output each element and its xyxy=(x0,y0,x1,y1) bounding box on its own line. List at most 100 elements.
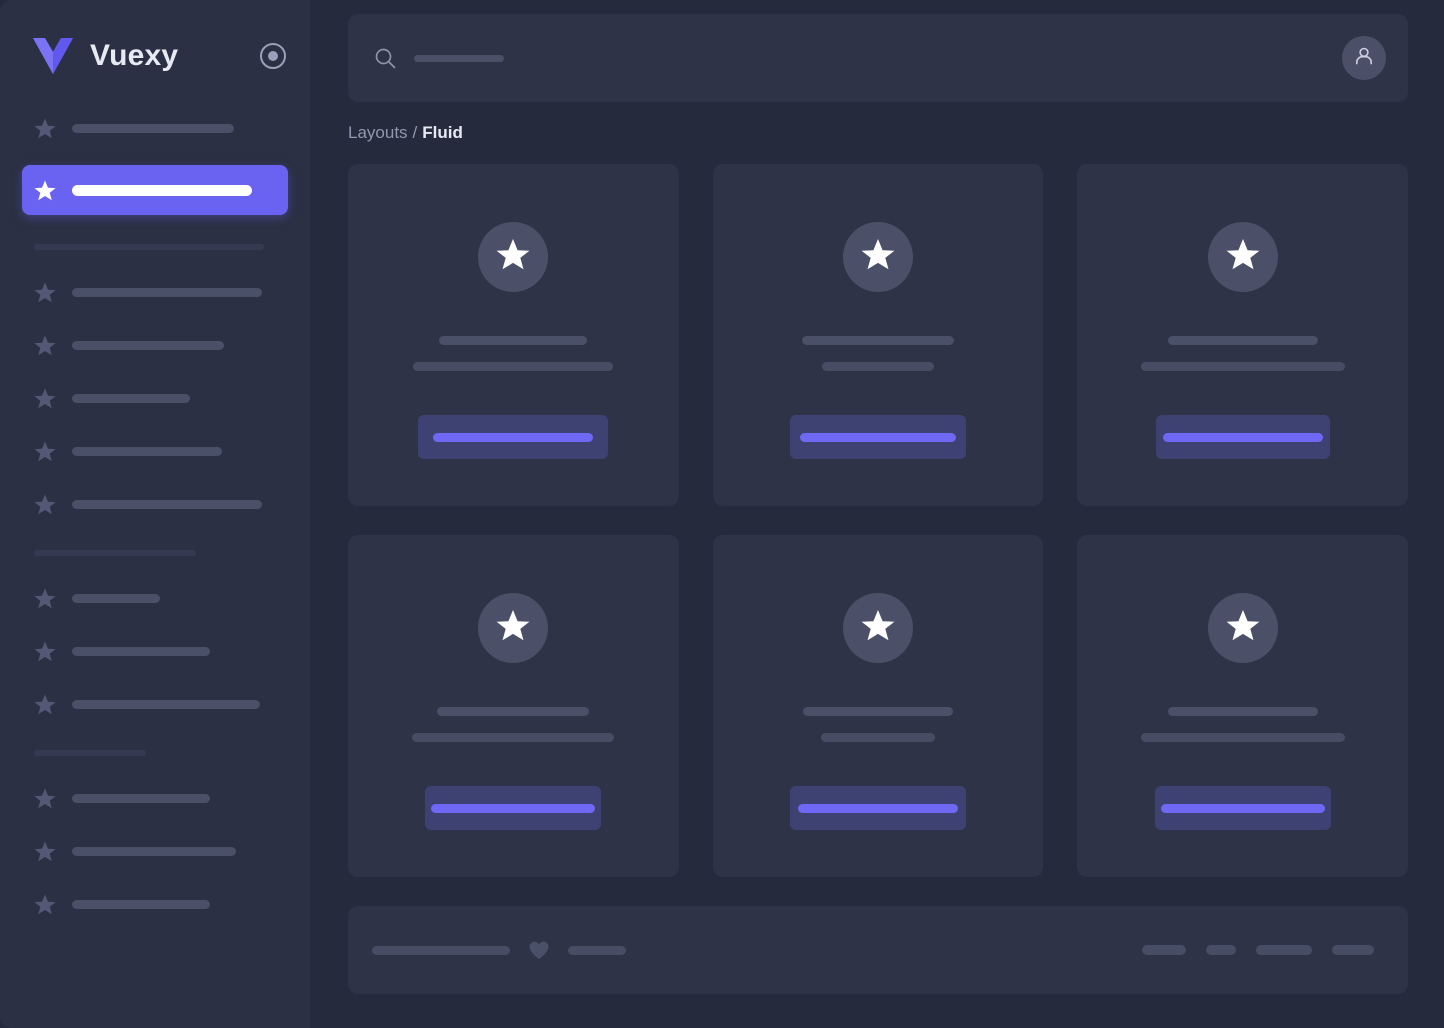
user-avatar[interactable] xyxy=(1342,36,1386,80)
main-content: Layouts / Fluid xyxy=(310,0,1444,1028)
sidebar-group-1 xyxy=(0,244,310,520)
card-4-button[interactable] xyxy=(425,786,602,830)
star-icon xyxy=(34,694,56,715)
sidebar-item-2-active[interactable] xyxy=(22,165,288,215)
heart-icon xyxy=(528,940,550,960)
sidebar-group-1-item-4-skeleton xyxy=(72,446,222,456)
breadcrumb-separator: / xyxy=(412,123,418,142)
card-5-line-2 xyxy=(820,733,935,742)
card-5-button[interactable] xyxy=(789,786,966,830)
star-icon xyxy=(1226,609,1260,647)
user-avatar-icon xyxy=(1352,44,1376,73)
card-4-avatar xyxy=(478,593,549,663)
card-1-line-2 xyxy=(413,362,614,371)
star-icon xyxy=(34,388,56,409)
circle-dot-icon[interactable] xyxy=(260,43,286,69)
card-1-avatar xyxy=(478,222,549,292)
sidebar-group-1-item-3[interactable] xyxy=(22,382,288,414)
star-icon xyxy=(34,588,56,609)
sidebar-item-2-label-skeleton xyxy=(72,184,252,196)
card-2-avatar xyxy=(842,222,913,292)
star-icon xyxy=(34,494,56,515)
sidebar-group-1-item-3-skeleton xyxy=(72,393,190,403)
star-icon xyxy=(34,118,56,139)
card-5[interactable] xyxy=(712,535,1044,877)
star-icon xyxy=(496,238,530,276)
sidebar-item-1[interactable] xyxy=(22,112,288,144)
card-3[interactable] xyxy=(1077,164,1408,506)
card-1-line-1 xyxy=(439,336,588,345)
card-4-lines xyxy=(348,707,679,742)
sidebar-group-3-item-1[interactable] xyxy=(22,782,288,814)
footer-author-skeleton xyxy=(568,945,626,955)
card-3-button-label-skeleton xyxy=(1162,432,1323,442)
card-5-button-label-skeleton xyxy=(797,803,958,813)
card-5-lines xyxy=(713,707,1044,742)
sidebar-group-1-item-5-skeleton xyxy=(72,499,262,509)
card-6[interactable] xyxy=(1077,535,1408,877)
breadcrumb-parent[interactable]: Layouts xyxy=(348,123,408,142)
sidebar-group-1-item-4[interactable] xyxy=(22,435,288,467)
card-6-button[interactable] xyxy=(1154,786,1331,830)
footer-left-group xyxy=(372,940,626,960)
card-1-button-label-skeleton xyxy=(433,432,594,442)
card-4[interactable] xyxy=(348,535,679,877)
sidebar-group-2-item-2[interactable] xyxy=(22,635,288,667)
card-1[interactable] xyxy=(348,164,679,506)
card-grid xyxy=(348,164,1408,877)
sidebar-group-2 xyxy=(0,550,310,720)
card-2-lines xyxy=(713,336,1044,371)
card-3-button[interactable] xyxy=(1155,415,1330,459)
footer-link-3-skeleton[interactable] xyxy=(1256,945,1312,955)
star-icon xyxy=(34,641,56,662)
sidebar-brand-row: Vuexy xyxy=(0,0,310,112)
sidebar-group-3-item-1-skeleton xyxy=(72,793,210,803)
card-3-line-1 xyxy=(1167,336,1318,345)
sidebar-primary-items xyxy=(0,112,310,215)
brand-name: Vuexy xyxy=(90,39,179,72)
sidebar-group-3-item-3[interactable] xyxy=(22,888,288,920)
card-6-line-1 xyxy=(1167,707,1318,716)
star-icon xyxy=(34,335,56,356)
sidebar-item-1-label-skeleton xyxy=(72,123,234,133)
card-2-button-label-skeleton xyxy=(799,432,956,442)
breadcrumb: Layouts / Fluid xyxy=(348,102,1408,164)
sidebar-group-2-item-3[interactable] xyxy=(22,688,288,720)
sidebar-group-1-item-2[interactable] xyxy=(22,329,288,361)
search-input[interactable] xyxy=(374,47,1342,69)
sidebar-group-3-item-3-skeleton xyxy=(72,899,210,909)
card-5-line-1 xyxy=(802,707,953,716)
sidebar-group-1-item-5[interactable] xyxy=(22,488,288,520)
sidebar-group-1-item-1[interactable] xyxy=(22,276,288,308)
card-6-button-label-skeleton xyxy=(1160,803,1325,813)
footer-link-2-skeleton[interactable] xyxy=(1206,945,1236,955)
sidebar-group-3-divider xyxy=(34,750,146,756)
footer-link-1-skeleton[interactable] xyxy=(1142,945,1186,955)
sidebar-group-2-item-1[interactable] xyxy=(22,582,288,614)
circle-dot-inner xyxy=(268,51,278,61)
star-icon xyxy=(34,180,56,201)
star-icon xyxy=(34,441,56,462)
card-2-button[interactable] xyxy=(789,415,966,459)
card-6-line-2 xyxy=(1140,733,1345,742)
footer-bar xyxy=(348,906,1408,994)
card-2-line-2 xyxy=(821,362,934,371)
card-2-line-1 xyxy=(801,336,954,345)
star-icon xyxy=(861,238,895,276)
search-icon xyxy=(374,47,396,69)
sidebar-group-2-item-3-skeleton xyxy=(72,699,260,709)
card-1-button[interactable] xyxy=(418,415,609,459)
card-2[interactable] xyxy=(712,164,1044,506)
card-6-avatar xyxy=(1207,593,1278,663)
sidebar-group-1-divider xyxy=(34,244,264,250)
card-4-button-label-skeleton xyxy=(431,803,596,813)
sidebar-group-1-item-2-skeleton xyxy=(72,340,224,350)
star-icon xyxy=(34,282,56,303)
footer-links-group xyxy=(1142,945,1374,955)
breadcrumb-current: Fluid xyxy=(422,123,463,142)
sidebar-group-2-item-2-skeleton xyxy=(72,646,210,656)
card-3-avatar xyxy=(1207,222,1278,292)
footer-link-4-skeleton[interactable] xyxy=(1332,945,1374,955)
sidebar-group-3-item-2[interactable] xyxy=(22,835,288,867)
